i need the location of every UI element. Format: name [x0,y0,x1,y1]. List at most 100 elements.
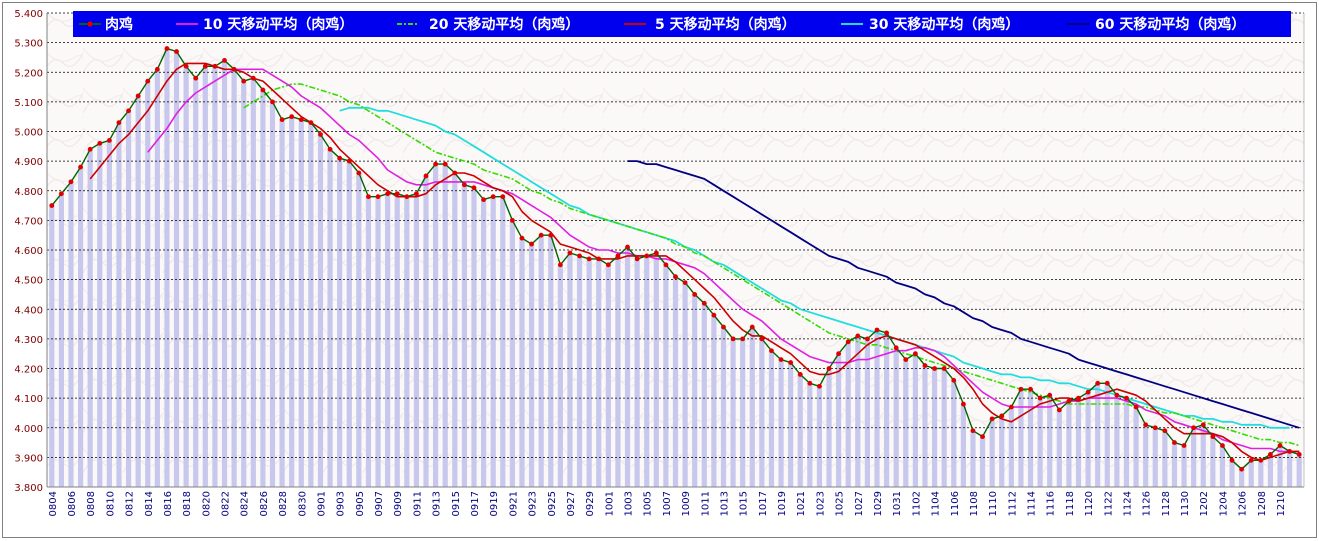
price-point [509,217,515,223]
volume-bar [1191,427,1197,487]
volume-bar [624,247,631,487]
price-point [1076,395,1081,401]
volume-bar [241,81,247,487]
volume-bar [1162,430,1168,487]
volume-bar [931,368,938,487]
x-tick-label: 1130 [1180,491,1191,516]
price-point [87,146,93,152]
price-point [797,372,803,377]
price-point [1028,386,1033,392]
x-tick-label: 0903 [336,491,347,516]
price-point [1018,386,1024,392]
volume-bar [874,329,880,487]
volume-bar [413,193,420,487]
volume-bar [1258,460,1264,487]
y-tick-label: 4.600 [14,246,43,257]
volume-bar [183,66,189,487]
line-chart: 3.800 3.900 4.000 4.100 4.200 4.300 4.400 4.500… [14,9,1305,516]
price-point [462,182,467,188]
x-tick-label: 1104 [931,491,942,516]
volume-bar [346,161,352,487]
price-point [404,194,410,200]
volume-bar [836,353,842,487]
volume-bar [365,196,372,488]
volume-bar [1027,389,1034,487]
volume-bar [231,69,237,487]
x-tick-label: 1120 [1084,491,1095,516]
volume-bar [922,365,928,487]
x-tick-label: 1019 [777,491,788,516]
price-point [490,194,496,200]
price-point [653,250,659,256]
volume-bar [356,172,362,487]
price-point [1172,440,1177,445]
price-point [634,256,640,262]
volume-bar [778,359,784,487]
volume-bar [125,110,132,487]
price-point [1152,425,1158,431]
price-point [759,336,765,342]
volume-bar [423,175,429,487]
x-tick-label: 1112 [1007,491,1018,516]
y-tick-label: 4.300 [14,335,43,346]
price-point [1037,395,1043,401]
price-point [231,66,237,72]
x-tick-label: 0919 [489,491,500,516]
volume-bar [509,220,515,487]
series-lines [49,46,1302,472]
volume-bar [442,164,448,487]
volume-bar [1296,454,1302,487]
x-tick-label: 0824 [240,491,251,516]
price-point [356,170,362,176]
price-point [1258,457,1264,463]
volume-bar [308,122,314,488]
x-tick-label: 0826 [259,491,270,516]
legend-label-ma60: 60 天移动平均（肉鸡） [1095,16,1245,33]
volume-bar [154,69,160,487]
price-point [807,380,813,386]
price-point [874,327,880,333]
price-point [1085,389,1091,395]
x-tick-label: 1116 [1046,491,1057,516]
x-tick-label: 0806 [67,491,78,516]
price-point [557,262,563,268]
price-point [385,191,391,197]
volume-bar [1287,451,1293,487]
volume-bar [68,181,74,488]
volume-bar [1075,398,1082,487]
volume-bar [1239,469,1245,487]
x-tick-label: 0923 [528,491,539,516]
x-tick-label: 0804 [48,491,59,516]
price-point [625,244,630,250]
price-point [1162,428,1168,434]
legend-marker-price [87,21,93,27]
price-point [174,49,179,54]
price-point [375,194,381,200]
x-tick-label: 1206 [1238,491,1249,516]
y-tick-label: 4.100 [14,394,43,405]
x-tick-labels: 0804 0806 0808 0810 0812 0814 0816 0818 0820 0822… [48,491,1287,516]
x-tick-label: 0911 [412,491,423,516]
volume-bar [528,244,535,487]
price-point [1248,457,1254,463]
volume-bar [816,386,823,487]
volume-bar [1267,454,1274,487]
price-point [1047,392,1053,398]
volume-bar [970,430,976,487]
volume-bar [1210,436,1216,487]
x-tick-label: 1210 [1276,491,1287,516]
price-point [1191,425,1197,431]
volume-bar [711,315,717,487]
price-point [308,120,314,126]
price-point [663,262,669,268]
volume-bar [385,193,391,487]
price-point [836,351,842,357]
price-point [845,339,851,345]
price-point [279,117,285,123]
axes [46,13,1305,488]
volume-bar [260,90,266,488]
price-point [135,93,141,99]
price-point [586,256,592,262]
volume-bar [749,327,755,487]
price-point [529,241,534,247]
